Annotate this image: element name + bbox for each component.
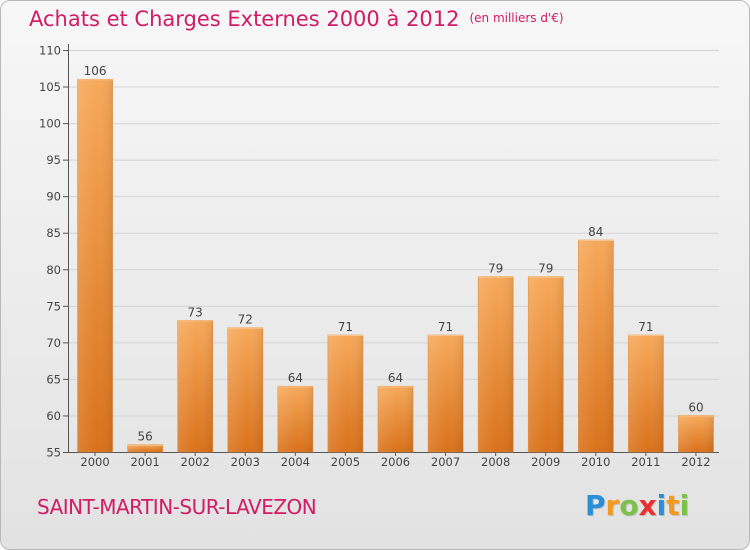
y-tick-label: 105 xyxy=(39,80,61,94)
bar-shade-2009 xyxy=(528,276,564,452)
bar-shade-2010 xyxy=(578,240,614,452)
chart-subtitle: (en milliers d'€) xyxy=(469,11,564,25)
bar-shade-2003 xyxy=(227,327,263,452)
x-tick-label-2009: 2009 xyxy=(531,455,560,469)
logo-letter: o xyxy=(619,489,639,522)
x-tick-label-2010: 2010 xyxy=(581,455,610,469)
data-label-2001: 56 xyxy=(137,430,152,444)
bar-shade-2000 xyxy=(77,79,113,453)
proxiti-logo[interactable]: Proxiti xyxy=(585,489,689,522)
bar-shade-2008 xyxy=(478,276,514,452)
y-tick-label: 100 xyxy=(39,117,61,131)
y-tick-label: 80 xyxy=(46,263,61,277)
logo-letter: x xyxy=(638,489,657,522)
logo-letter: i xyxy=(679,489,690,522)
chart-title-block: Achats et Charges Externes 2000 à 2012 (e… xyxy=(29,7,564,31)
bar-shade-2007 xyxy=(428,335,464,452)
x-tick-label-2002: 2002 xyxy=(181,455,210,469)
x-tick-label-2011: 2011 xyxy=(631,455,660,469)
logo-letter: P xyxy=(585,489,606,522)
data-label-2003: 72 xyxy=(238,313,253,327)
bar-shade-2004 xyxy=(277,386,313,452)
data-label-2000: 106 xyxy=(84,64,107,78)
x-tick-label-2000: 2000 xyxy=(80,455,109,469)
data-label-2006: 64 xyxy=(388,371,403,385)
x-tick-label-2004: 2004 xyxy=(281,455,310,469)
bar-shade-2005 xyxy=(327,335,363,452)
logo-letter: t xyxy=(666,489,680,522)
logo-letter: i xyxy=(656,489,667,522)
axes: 55 60 65 70 75 80 85 90 95 100 105 110 2000 2001 2002 2… xyxy=(39,44,719,469)
data-label-2004: 64 xyxy=(288,371,303,385)
chart-title: Achats et Charges Externes 2000 à 2012 xyxy=(29,7,460,31)
y-tick-label: 70 xyxy=(46,336,61,350)
y-tick-label: 75 xyxy=(46,299,61,313)
commune-name: SAINT-MARTIN-SUR-LAVEZON xyxy=(37,495,317,519)
y-tick-label: 90 xyxy=(46,190,61,204)
bar-shade-2006 xyxy=(378,386,413,452)
y-tick-label: 60 xyxy=(46,409,61,423)
bar-shade-2011 xyxy=(628,335,664,452)
logo-letter: r xyxy=(605,489,620,522)
x-tick-label-2012: 2012 xyxy=(681,455,710,469)
data-label-2010: 84 xyxy=(588,225,603,239)
data-label-2005: 71 xyxy=(338,320,353,334)
y-tick-label: 85 xyxy=(46,226,61,240)
data-label-2011: 71 xyxy=(638,320,653,334)
x-tick-label-2007: 2007 xyxy=(431,455,460,469)
bar-shade-2001 xyxy=(127,444,163,452)
bars xyxy=(77,78,714,453)
grid-lines xyxy=(68,50,719,417)
x-tick-label-2003: 2003 xyxy=(231,455,260,469)
data-label-2009: 79 xyxy=(538,262,553,276)
x-tick-label-2005: 2005 xyxy=(331,455,360,469)
y-tick-label: 55 xyxy=(46,446,61,460)
data-label-2012: 60 xyxy=(688,400,703,414)
data-label-2002: 73 xyxy=(188,305,203,319)
bar-shade-2002 xyxy=(177,320,213,452)
data-labels: 106 56 73 72 64 71 64 71 79 79 84 71 60 xyxy=(84,64,704,443)
x-tick-label-2001: 2001 xyxy=(130,455,159,469)
y-tick-label: 65 xyxy=(46,372,61,386)
data-label-2007: 71 xyxy=(438,320,453,334)
y-tick-label: 95 xyxy=(46,153,61,167)
data-label-2008: 79 xyxy=(488,262,503,276)
y-tick-label: 110 xyxy=(39,44,61,58)
x-tick-label-2006: 2006 xyxy=(381,455,410,469)
x-tick-label-2008: 2008 xyxy=(481,455,510,469)
bar-shade-2012 xyxy=(678,415,714,452)
